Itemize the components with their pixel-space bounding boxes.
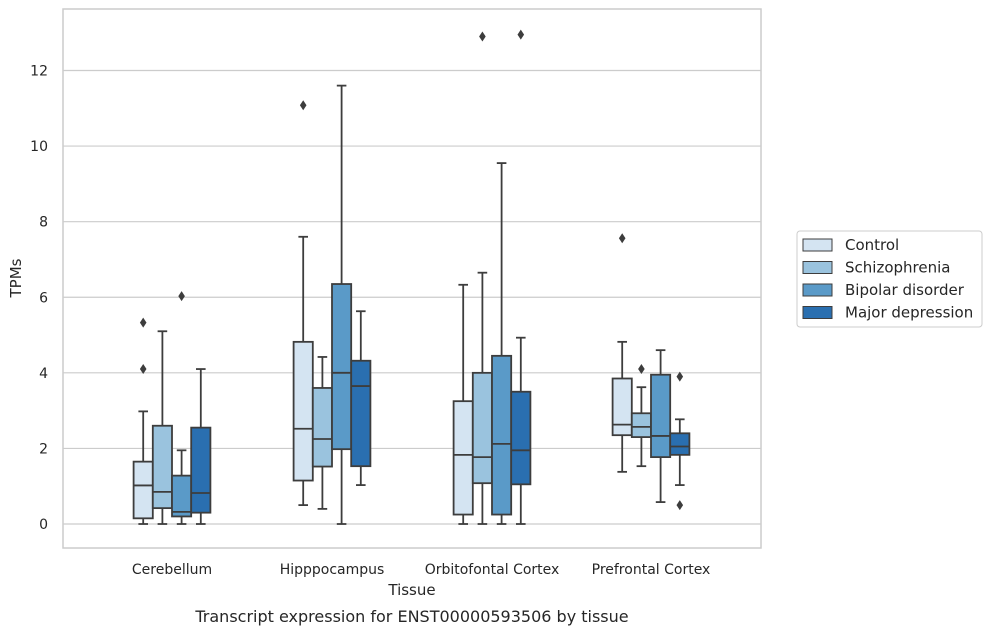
box-body xyxy=(132,460,154,520)
legend-label: Bipolar disorder xyxy=(845,281,965,299)
y-tick-label: 4 xyxy=(39,366,48,382)
box xyxy=(510,29,532,525)
legend-label: Control xyxy=(845,236,899,254)
outlier-point xyxy=(178,291,185,302)
box-body xyxy=(171,474,193,518)
series-major-depression xyxy=(190,29,691,525)
box-body xyxy=(452,400,474,516)
box-body xyxy=(669,432,691,456)
box xyxy=(630,364,652,468)
series-schizophrenia xyxy=(151,31,652,525)
outlier-point xyxy=(618,233,626,244)
legend-entry: Schizophrenia xyxy=(802,259,950,277)
box-body xyxy=(650,373,672,459)
y-axis-label: TPMs xyxy=(7,258,25,298)
plot-frame xyxy=(62,8,762,549)
plot-area-background xyxy=(63,9,761,548)
box-body xyxy=(611,377,633,437)
box xyxy=(190,368,212,525)
box-body xyxy=(491,354,513,516)
figure-caption: Transcript expression for ENST0000059350… xyxy=(194,607,628,626)
legend-swatch xyxy=(802,306,833,319)
y-tick-label: 2 xyxy=(39,441,48,457)
box xyxy=(171,291,193,525)
box xyxy=(611,233,633,473)
legend-entry: Control xyxy=(802,236,899,254)
box xyxy=(452,283,474,525)
y-tick-label: 10 xyxy=(30,139,48,155)
box-body xyxy=(311,387,333,468)
box xyxy=(669,371,691,511)
legend-swatch xyxy=(802,238,833,252)
x-tick-label: Prefrontal Cortex xyxy=(592,562,711,578)
y-tick-label: 0 xyxy=(39,517,48,533)
box xyxy=(151,330,173,525)
legend-swatch xyxy=(802,283,833,297)
outlier-point xyxy=(299,100,307,111)
box-body xyxy=(350,359,372,468)
outlier-point xyxy=(638,364,645,375)
legend-label: Major depression xyxy=(845,304,973,322)
outlier-point xyxy=(676,371,684,382)
box-body xyxy=(151,424,173,510)
outlier-point xyxy=(676,500,684,511)
y-tick-label: 8 xyxy=(39,215,48,231)
legend-entry: Bipolar disorder xyxy=(802,281,965,299)
y-tick-labels: 0 2 4 6 8 10 12 xyxy=(30,64,48,534)
x-tick-label: Cerebellum xyxy=(132,562,212,578)
y-tick-label: 6 xyxy=(39,290,48,306)
series-control xyxy=(132,100,633,525)
box-body xyxy=(510,390,532,486)
legend-label: Schizophrenia xyxy=(845,259,950,277)
y-tick-label: 12 xyxy=(30,64,48,80)
box-body xyxy=(630,412,652,438)
box xyxy=(650,349,672,503)
box-body xyxy=(292,340,314,482)
box xyxy=(350,310,372,486)
legend-frame xyxy=(796,230,983,328)
x-axis-label: Tissue xyxy=(387,581,435,599)
outlier-point xyxy=(139,317,147,328)
box-body xyxy=(331,283,353,451)
x-tick-label: Orbitofontal Cortex xyxy=(425,562,560,578)
legend-entry: Major depression xyxy=(802,304,973,322)
box-body xyxy=(471,371,493,485)
box xyxy=(132,317,154,525)
x-tick-labels: Cerebellum Hipppocampus Orbitofontal Corte… xyxy=(132,562,710,578)
legend-swatch xyxy=(802,261,833,274)
box-body xyxy=(190,426,212,514)
outlier-point xyxy=(139,364,147,375)
legend: Control Schizophrenia Bipolar disorder Majo… xyxy=(796,230,983,328)
box-series xyxy=(132,29,691,525)
outlier-point xyxy=(517,29,525,40)
outlier-point xyxy=(479,31,486,42)
x-tick-label: Hipppocampus xyxy=(280,562,385,578)
box xyxy=(471,31,493,525)
